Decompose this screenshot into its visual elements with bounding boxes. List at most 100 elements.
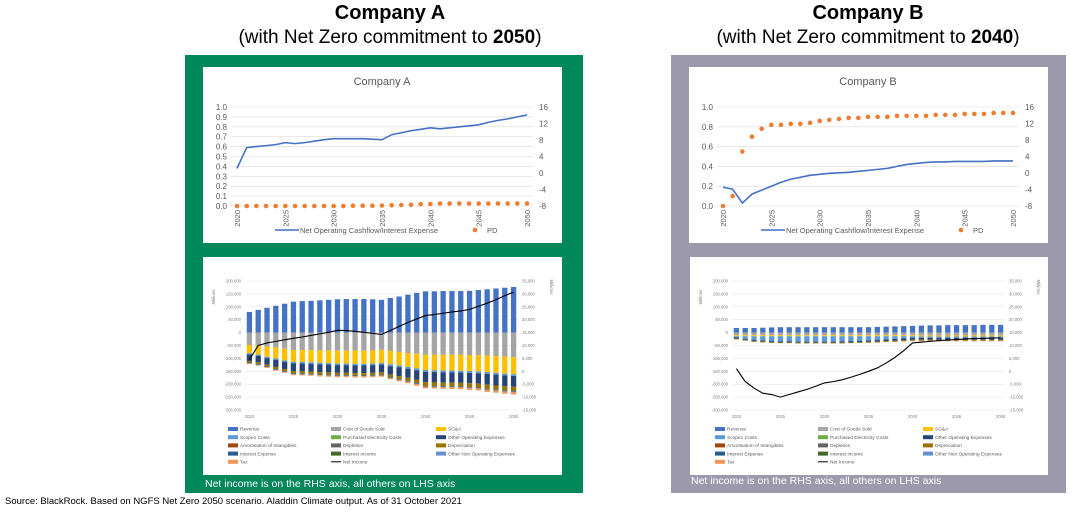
bar-segment-cost-of-goods-sold	[989, 332, 995, 336]
bar-segment-scope1-costs	[405, 366, 411, 369]
bar-segment-tax	[378, 375, 385, 377]
legend-label: Net Income	[343, 460, 368, 466]
bar-segment-depreciation	[405, 377, 411, 381]
series-line-0	[236, 114, 528, 169]
bar-segment-other-operating-expenses	[493, 374, 499, 386]
y-tick-label: 0	[239, 330, 242, 335]
net-income-line	[248, 291, 514, 360]
pd-point	[769, 122, 774, 128]
bar-segment-cost-of-goods-sold	[883, 332, 889, 336]
x-tick-label: 2020	[233, 210, 242, 227]
bar-segment-sg-a	[821, 335, 828, 337]
bar-segment-sg-a	[405, 352, 411, 367]
pd-point	[350, 203, 356, 209]
bar-segment-other-operating-expenses	[848, 341, 854, 343]
bar-segment-cost-of-goods-sold	[422, 332, 429, 355]
bar-segment-other-operating-expenses	[909, 337, 916, 340]
bar-segment-depreciation	[281, 368, 288, 372]
y2-tick-label: 35,000	[522, 279, 535, 284]
pd-point	[254, 203, 259, 209]
pd-point	[846, 115, 851, 121]
bar-segment-cost-of-goods-sold	[510, 332, 517, 358]
bar-segment-sg-a	[370, 350, 376, 364]
bar-segment-sg-a	[343, 350, 349, 364]
pd-point	[730, 193, 735, 199]
pd-point	[865, 114, 871, 120]
bar-segment-depreciation	[927, 339, 933, 341]
bar-segment-scope1-costs	[909, 336, 916, 338]
bar-segment-sg-a	[458, 354, 464, 371]
bar-segment-depreciation	[733, 338, 740, 340]
bar-segment-depreciation	[989, 339, 995, 341]
bar-segment-sg-a	[962, 335, 969, 337]
bar-segment-tax	[440, 387, 446, 389]
legend-label: Other Non Operating Expenses	[448, 451, 516, 457]
bar-segment-cost-of-goods-sold	[273, 332, 279, 348]
legend-label: Other Operating Expenses	[935, 435, 992, 441]
axis-note: Net income is on the RHS axis, all other…	[691, 475, 942, 487]
legend-swatch	[331, 443, 341, 448]
x-tick-label: 2020	[732, 414, 742, 419]
bar-segment-revenue	[343, 299, 349, 333]
bar-segment-depreciation	[821, 342, 828, 344]
bar-segment-revenue	[874, 326, 880, 333]
legend-label: Interest Income	[830, 451, 863, 457]
x-tick-label: 2035	[864, 210, 873, 227]
bar-segment-scope1-costs	[352, 363, 358, 366]
pd-point	[263, 203, 269, 209]
bar-segment-other-operating-expenses	[273, 359, 279, 367]
bar-segment-revenue	[396, 296, 402, 333]
bar-segment-cost-of-goods-sold	[458, 332, 464, 355]
bar-segment-cost-of-goods-sold	[804, 332, 810, 336]
bar-segment-sg-a	[989, 335, 995, 337]
bar-segment-cost-of-goods-sold	[953, 332, 960, 336]
y-tick-label: -100,000	[711, 356, 728, 361]
y-tick-label: 0.9	[216, 113, 228, 122]
bar-segment-sg-a	[901, 335, 907, 337]
bar-segment-scope1-costs	[431, 370, 437, 373]
x-tick-label: 2045	[475, 210, 484, 227]
pd-point	[1001, 110, 1006, 116]
y2-tick-label: 10,000	[522, 343, 535, 348]
bar-segment-sg-a	[830, 335, 836, 337]
bar-segment-cost-of-goods-sold	[751, 332, 757, 336]
pd-point	[466, 201, 472, 206]
bar-segment-revenue	[255, 309, 261, 333]
bar-segment-depreciation	[768, 342, 775, 343]
bar-segment-depreciation	[246, 360, 253, 363]
legend-swatch	[228, 435, 238, 440]
bar-segment-other-operating-expenses	[290, 363, 297, 372]
bar-segment-scope1-costs	[440, 370, 446, 373]
bar-segment-revenue	[839, 327, 845, 333]
bar-segment-tax	[493, 390, 499, 393]
pd-point	[972, 111, 977, 117]
bar-segment-tax	[901, 341, 907, 342]
bar-segment-interest-expense	[378, 374, 385, 376]
bar-segment-revenue	[466, 290, 473, 333]
x-tick-label: 2045	[952, 414, 962, 419]
bar-segment-scope1-costs	[422, 370, 429, 372]
y2-tick-label: -15,000	[522, 408, 537, 413]
bar-segment-depreciation	[971, 339, 977, 341]
x-tick-label: 2040	[421, 414, 431, 419]
bar-segment-other-operating-expenses	[857, 340, 863, 343]
legend-dot-swatch	[958, 227, 964, 233]
bar-segment-depreciation	[883, 341, 889, 342]
bar-segment-sg-a	[449, 354, 455, 371]
bar-segment-depreciation	[299, 371, 305, 374]
bar-segment-scope1-costs	[936, 336, 942, 338]
bar-segment-scope1-costs	[255, 354, 261, 356]
bar-segment-depreciation	[378, 372, 385, 375]
bar-segment-sg-a	[255, 345, 261, 355]
company-a-pd-chart: Company A 0.0 0.1 0.2 0.3 0.4 0.5 0.6 0.7 0.8 0.9 1…	[203, 67, 562, 243]
x-tick-label: 2050	[523, 210, 532, 227]
subtitle-year: 2040	[970, 27, 1014, 48]
bar-segment-depreciation	[804, 342, 810, 344]
bar-segment-cost-of-goods-sold	[892, 332, 898, 336]
pd-point	[486, 201, 491, 206]
legend-swatch	[436, 443, 446, 448]
bar-segment-sg-a	[980, 335, 986, 337]
y-tick-label: 1.0	[216, 103, 228, 112]
bar-segment-depreciation	[343, 372, 349, 376]
legend-swatch	[715, 459, 725, 464]
